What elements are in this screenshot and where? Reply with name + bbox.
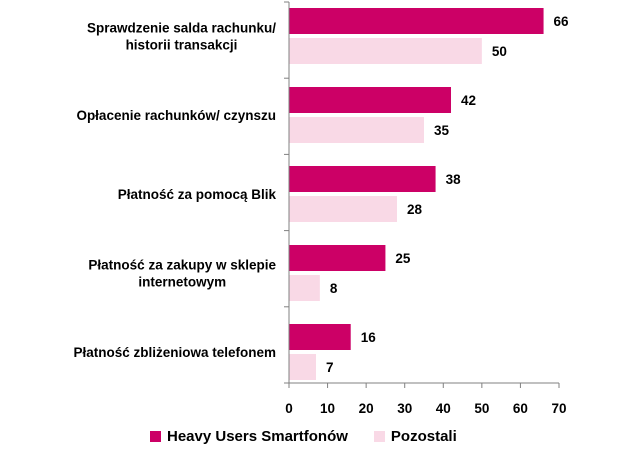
- bar-heavy-users-4: [289, 324, 351, 350]
- value-label-pozostali-0: 50: [492, 44, 507, 59]
- value-label-heavy-users-0: 66: [554, 14, 570, 29]
- value-label-heavy-users-1: 42: [461, 93, 476, 108]
- x-tick-label-2: 20: [359, 401, 374, 416]
- x-tick-label-4: 40: [436, 401, 451, 416]
- bar-pozostali-2: [289, 196, 397, 222]
- category-label-1: Opłacenie rachunków/ czynszu: [76, 108, 276, 123]
- x-tick-label-5: 50: [474, 401, 489, 416]
- value-label-pozostali-4: 7: [326, 360, 334, 375]
- category-label-3: Płatność za zakupy w sklepie internetowym: [88, 258, 276, 290]
- bar-heavy-users-2: [289, 166, 436, 192]
- legend-label-heavy-users: Heavy Users Smartfonów: [167, 428, 348, 445]
- value-label-heavy-users-2: 38: [446, 172, 462, 187]
- legend-swatch-heavy-users: [150, 431, 161, 442]
- legend: Heavy Users Smartfonów Pozostali: [150, 428, 457, 445]
- category-label-2: Płatność za pomocą Blik: [118, 187, 277, 202]
- value-label-pozostali-2: 28: [407, 202, 423, 217]
- bar-heavy-users-0: [289, 8, 544, 34]
- category-label-0: Sprawdzenie salda rachunku/historii tran…: [87, 21, 276, 53]
- legend-label-pozostali: Pozostali: [390, 428, 457, 445]
- bar-chart: 66 42 38 25 16 50 35 28 8 7 Sprawdzenie salda rach…: [73, 1, 570, 416]
- value-label-pozostali-3: 8: [330, 281, 338, 296]
- x-tick-label-7: 70: [551, 401, 566, 416]
- category-label-4: Płatność zbliżeniowa telefonem: [73, 345, 276, 360]
- bar-heavy-users-3: [289, 245, 386, 271]
- value-label-heavy-users-3: 25: [395, 251, 411, 266]
- bar-pozostali-1: [289, 117, 424, 143]
- bar-pozostali-3: [289, 275, 320, 301]
- legend-swatch-pozostali: [373, 431, 385, 442]
- x-tick-label-1: 10: [320, 401, 335, 416]
- x-tick-label-3: 30: [397, 401, 412, 416]
- value-label-pozostali-1: 35: [434, 123, 450, 138]
- x-tick-label-0: 0: [285, 401, 293, 416]
- value-label-heavy-users-4: 16: [361, 330, 377, 345]
- bar-heavy-users-1: [289, 87, 451, 113]
- legend-item-pozostali: Pozostali: [373, 428, 457, 445]
- x-tick-label-6: 60: [513, 401, 528, 416]
- legend-item-heavy-users: Heavy Users Smartfonów: [150, 428, 348, 445]
- bar-pozostali-4: [289, 354, 316, 380]
- bar-pozostali-0: [289, 38, 482, 64]
